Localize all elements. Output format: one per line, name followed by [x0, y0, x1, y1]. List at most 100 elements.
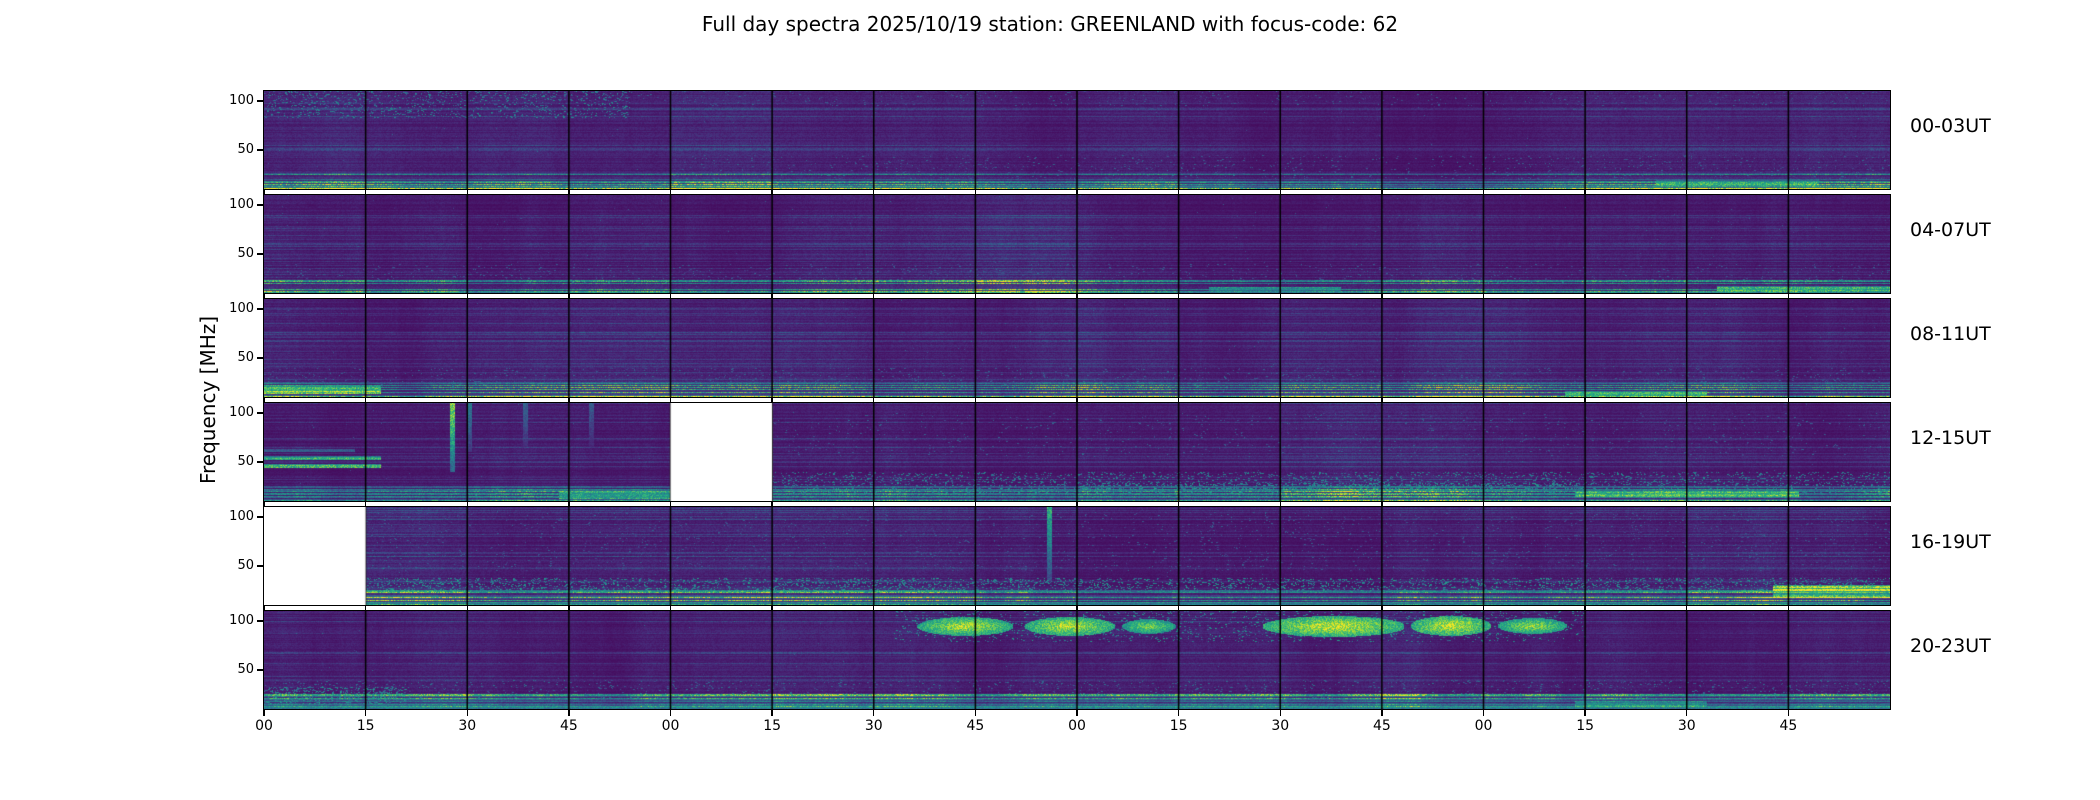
x-tick-mark [873, 398, 875, 402]
spectrogram-panel-12-15ut [263, 402, 1891, 502]
spectrogram-canvas [264, 611, 1890, 709]
x-axis-tick-mark [1381, 710, 1383, 716]
spectrogram-canvas [264, 91, 1890, 189]
y-tick-mark [257, 669, 263, 671]
x-tick-mark [873, 606, 875, 610]
x-tick-mark [1686, 190, 1688, 194]
x-tick-mark [1686, 294, 1688, 298]
x-tick-mark [1787, 606, 1790, 610]
x-tick-mark [263, 294, 265, 298]
x-axis-tick-mark [263, 710, 265, 716]
y-tick-label: 50 [237, 557, 254, 573]
y-tick-mark [257, 461, 263, 463]
x-axis-tick-mark [1482, 710, 1485, 716]
x-tick-mark [1076, 190, 1078, 194]
x-tick-mark [1482, 502, 1485, 506]
x-tick-mark [1686, 502, 1688, 506]
x-tick-mark [974, 606, 977, 610]
x-tick-mark [1482, 606, 1485, 610]
x-tick-mark [1279, 502, 1281, 506]
x-tick-label: 45 [966, 718, 985, 734]
x-tick-mark [1381, 606, 1383, 610]
y-tick-label: 100 [229, 196, 254, 212]
x-tick-mark [568, 294, 570, 298]
x-tick-label: 30 [458, 718, 477, 734]
x-tick-label: 45 [1779, 718, 1798, 734]
x-tick-mark [364, 398, 367, 402]
x-tick-mark [1381, 502, 1383, 506]
x-tick-mark [669, 502, 672, 506]
x-tick-mark [568, 398, 570, 402]
x-tick-label: 45 [559, 718, 578, 734]
x-tick-mark [1381, 294, 1383, 298]
x-tick-mark [873, 190, 875, 194]
spectrogram-panel-00-03ut [263, 90, 1891, 190]
y-tick-mark [257, 565, 263, 567]
y-tick-label: 50 [237, 453, 254, 469]
x-tick-mark [1177, 294, 1180, 298]
x-tick-mark [1279, 398, 1281, 402]
row-time-label: 00-03UT [1910, 115, 1991, 138]
x-axis-tick-mark [466, 710, 468, 716]
x-tick-mark [466, 502, 468, 506]
y-tick-mark [257, 620, 263, 622]
x-tick-mark [364, 606, 367, 610]
x-tick-mark [1381, 398, 1383, 402]
x-tick-mark [1482, 398, 1485, 402]
spectrogram-canvas [264, 299, 1890, 397]
x-axis-tick-mark [364, 710, 367, 716]
y-tick-mark [257, 100, 263, 102]
spectrogram-canvas [264, 195, 1890, 293]
x-axis-tick-mark [1177, 710, 1180, 716]
x-tick-mark [1686, 606, 1688, 610]
x-tick-mark [1177, 606, 1180, 610]
x-tick-mark [568, 190, 570, 194]
x-tick-mark [263, 606, 265, 610]
y-tick-label: 50 [237, 141, 254, 157]
x-tick-mark [771, 606, 773, 610]
x-tick-mark [974, 190, 977, 194]
x-tick-mark [1584, 502, 1586, 506]
x-tick-mark [1787, 294, 1790, 298]
x-axis-tick-mark [669, 710, 672, 716]
spectrogram-panel-08-11ut [263, 298, 1891, 398]
spectrogram-panel-04-07ut [263, 194, 1891, 294]
row-time-label: 16-19UT [1910, 531, 1991, 554]
x-axis-tick-mark [1279, 710, 1281, 716]
x-tick-mark [873, 502, 875, 506]
x-axis-tick-mark [568, 710, 570, 716]
y-tick-mark [257, 308, 263, 310]
x-tick-mark [466, 398, 468, 402]
row-time-label: 04-07UT [1910, 219, 1991, 242]
row-time-label: 08-11UT [1910, 323, 1991, 346]
x-tick-mark [1177, 502, 1180, 506]
x-tick-mark [1584, 398, 1586, 402]
x-tick-mark [974, 502, 977, 506]
x-tick-mark [1177, 190, 1180, 194]
y-tick-label: 100 [229, 612, 254, 628]
x-tick-mark [669, 294, 672, 298]
x-tick-label: 30 [1271, 718, 1290, 734]
spectrogram-panel-20-23ut [263, 610, 1891, 710]
x-tick-label: 00 [1068, 718, 1086, 734]
spectrogram-canvas [264, 507, 1890, 605]
x-tick-label: 30 [864, 718, 883, 734]
x-tick-mark [1686, 398, 1688, 402]
x-tick-mark [1076, 398, 1078, 402]
y-tick-label: 100 [229, 508, 254, 524]
x-tick-mark [1076, 606, 1078, 610]
y-tick-mark [257, 149, 263, 151]
y-tick-label: 50 [237, 661, 254, 677]
y-tick-label: 100 [229, 300, 254, 316]
x-tick-mark [1584, 190, 1586, 194]
x-tick-label: 30 [1677, 718, 1696, 734]
y-tick-label: 50 [237, 245, 254, 261]
x-tick-mark [1279, 606, 1281, 610]
x-tick-mark [1787, 398, 1790, 402]
spectrogram-panel-16-19ut [263, 506, 1891, 606]
x-tick-mark [974, 398, 977, 402]
x-tick-mark [263, 398, 265, 402]
x-axis-tick-mark [771, 710, 773, 716]
x-tick-mark [1787, 190, 1790, 194]
